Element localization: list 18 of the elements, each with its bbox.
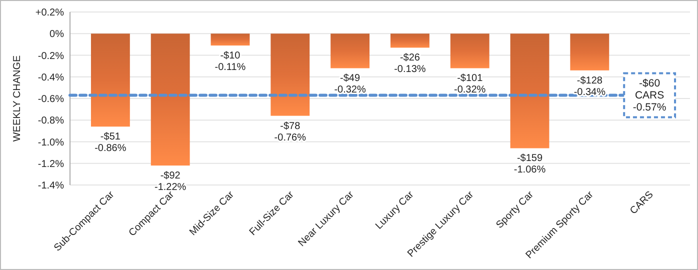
- y-tick-label: +0.2%: [35, 8, 64, 18]
- data-label: -$78 -0.76%: [274, 120, 306, 144]
- data-label: -$101 -0.32%: [454, 73, 486, 96]
- y-tick-label: -1.4%: [38, 180, 64, 192]
- ref-line-label: -$60 CARS -0.57%: [632, 77, 666, 114]
- data-label: -$51 -0.86%: [94, 132, 126, 154]
- data-label: -$49 -0.32%: [334, 73, 366, 96]
- data-label: -$159 -1.06%: [514, 153, 546, 176]
- y-tick-label: -0.8%: [38, 116, 64, 127]
- data-label: -$26 -0.13%: [394, 52, 426, 76]
- y-axis-title: WEEKLY CHANGE: [12, 55, 23, 142]
- y-tick-label: -0.2%: [38, 50, 64, 62]
- data-label: -$10 -0.11%: [214, 50, 246, 74]
- y-tick-label: 0%: [50, 29, 64, 40]
- y-tick-label: -1.0%: [38, 137, 64, 148]
- y-tick-label: -0.4%: [38, 72, 64, 84]
- y-tick-label: -0.6%: [38, 94, 64, 105]
- y-tick-label: -1.2%: [38, 158, 64, 170]
